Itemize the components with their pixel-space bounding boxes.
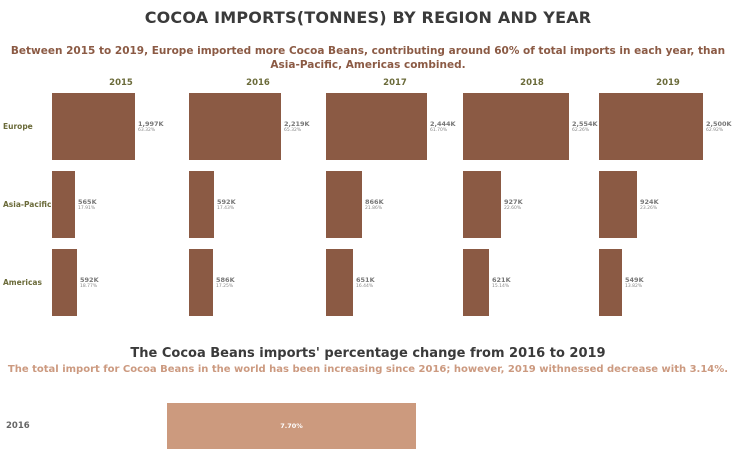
region-label-americas: Americas xyxy=(3,277,42,287)
value-label-2016-asia-pacific: 592K xyxy=(217,197,236,206)
change-category-label-2016: 2016 xyxy=(6,421,30,431)
pct-label-2016-americas: 17.25% xyxy=(216,283,234,289)
value-label-2015-americas: 592K xyxy=(80,275,99,284)
bar-2015-americas xyxy=(52,249,77,316)
pct-label-2015-asia-pacific: 17.91% xyxy=(78,205,96,211)
pct-label-2018-asia-pacific: 22.60% xyxy=(504,205,522,211)
value-label-2018-asia-pacific: 927K xyxy=(504,197,523,206)
value-label-2017-americas: 651K xyxy=(356,275,375,284)
bar-2017-europe xyxy=(326,93,427,160)
pct-label-2018-americas: 15.14% xyxy=(492,283,510,289)
bar-2019-asia-pacific xyxy=(599,171,637,238)
bar-2015-europe xyxy=(52,93,135,160)
pct-label-2016-europe: 65.32% xyxy=(284,127,302,133)
year-label-2017: 2017 xyxy=(383,78,407,88)
value-label-2018-europe: 2,554K xyxy=(572,119,598,128)
year-label-2016: 2016 xyxy=(246,78,270,88)
change-bar-2016 xyxy=(167,403,416,449)
value-label-2016-americas: 586K xyxy=(216,275,235,284)
region-label-europe: Europe xyxy=(3,121,33,131)
value-label-2017-asia-pacific: 866K xyxy=(365,197,384,206)
bar-2019-europe xyxy=(599,93,703,160)
change-value-label-2016: 7.70% xyxy=(280,422,303,430)
bar-2017-asia-pacific xyxy=(326,171,362,238)
year-label-2015: 2015 xyxy=(109,78,133,88)
pct-label-2017-europe: 61.70% xyxy=(430,127,448,133)
region-label-asia-pacific: Asia-Pacific xyxy=(3,199,52,209)
bar-2017-americas xyxy=(326,249,353,316)
bar-2019-americas xyxy=(599,249,622,316)
chart-subtitle: Between 2015 to 2019, Europe imported mo… xyxy=(10,45,726,71)
pct-label-2015-europe: 63.32% xyxy=(138,127,156,133)
change-chart-subtitle: The total import for Cocoa Beans in the … xyxy=(7,364,729,375)
bar-2016-europe xyxy=(189,93,281,160)
pct-label-2015-americas: 18.77% xyxy=(80,283,98,289)
year-label-2019: 2019 xyxy=(656,78,680,88)
year-label-2018: 2018 xyxy=(520,78,544,88)
value-label-2019-americas: 549K xyxy=(625,275,644,284)
bar-2016-asia-pacific xyxy=(189,171,214,238)
bar-2015-asia-pacific xyxy=(52,171,75,238)
value-label-2015-asia-pacific: 565K xyxy=(78,197,97,206)
bar-2018-europe xyxy=(463,93,569,160)
pct-label-2019-americas: 13.82% xyxy=(625,283,643,289)
value-label-2018-americas: 621K xyxy=(492,275,511,284)
value-label-2017-europe: 2,444K xyxy=(430,119,456,128)
bar-2018-asia-pacific xyxy=(463,171,501,238)
pct-label-2019-asia-pacific: 23.26% xyxy=(640,205,658,211)
pct-label-2016-asia-pacific: 17.43% xyxy=(217,205,235,211)
change-chart-title: The Cocoa Beans imports' percentage chan… xyxy=(130,346,606,361)
pct-label-2017-americas: 16.44% xyxy=(356,283,374,289)
value-label-2016-europe: 2,219K xyxy=(284,119,310,128)
pct-label-2017-asia-pacific: 21.86% xyxy=(365,205,383,211)
bar-2016-americas xyxy=(189,249,213,316)
value-label-2015-europe: 1,997K xyxy=(138,119,164,128)
value-label-2019-asia-pacific: 924K xyxy=(640,197,659,206)
pct-label-2019-europe: 62.92% xyxy=(706,127,724,133)
pct-label-2018-europe: 62.26% xyxy=(572,127,590,133)
chart-title: COCOA IMPORTS(TONNES) BY REGION AND YEAR xyxy=(144,8,592,27)
value-label-2019-europe: 2,500K xyxy=(706,119,732,128)
bar-2018-americas xyxy=(463,249,489,316)
